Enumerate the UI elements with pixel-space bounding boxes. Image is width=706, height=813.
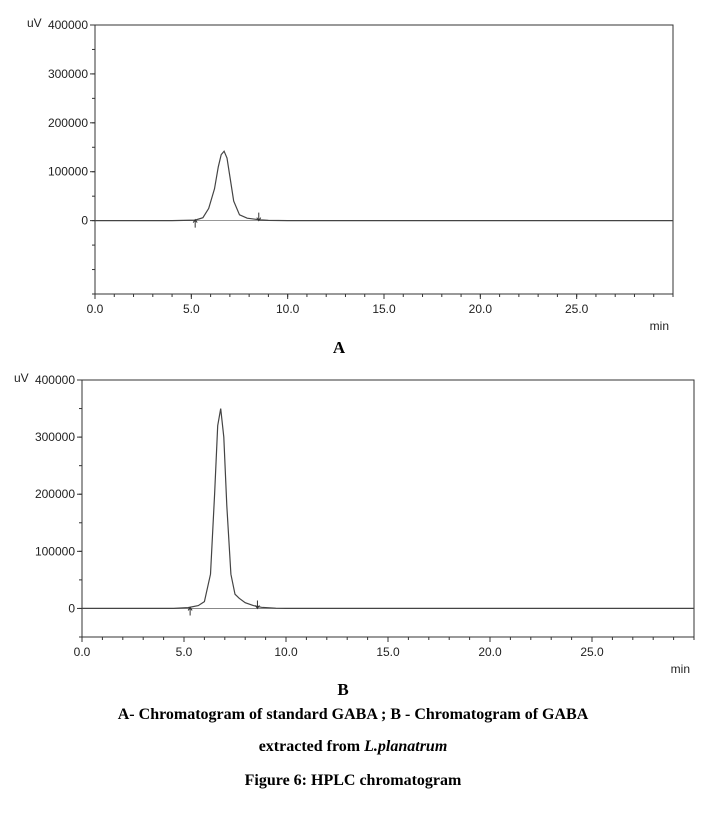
y-tick-label: 400000 (48, 18, 88, 32)
y-unit-label: uV (14, 371, 29, 385)
chromatogram-b: 400000 300000 200000 100000 0 0.0 5.0 10.0 15.0 2… (14, 371, 695, 699)
y-tick-label: 0 (68, 601, 75, 615)
figure-title: Figure 6: HPLC chromatogram (0, 772, 706, 790)
y-tick-label: 300000 (35, 430, 75, 444)
peak-end-marker (256, 212, 262, 222)
plot-frame (81, 379, 695, 638)
caption-line-1: A- Chromatogram of standard GABA ; B - C… (117, 706, 589, 723)
x-tick-label: 10.0 (276, 302, 300, 316)
x-tick-label: 15.0 (372, 302, 396, 316)
y-tick-label: 100000 (48, 165, 88, 179)
y-tick-label: 200000 (35, 487, 75, 501)
x-tick-label: 0.0 (74, 645, 91, 659)
y-unit-label: uV (27, 16, 42, 30)
y-tick-label: 100000 (35, 544, 75, 558)
panel-label: A (333, 338, 346, 355)
y-tick-label: 0 (81, 214, 88, 228)
chromatogram-trace (95, 150, 673, 222)
y-tick-label: 200000 (48, 116, 88, 130)
x-tick-label: 5.0 (183, 302, 200, 316)
x-tick-label: 0.0 (87, 302, 104, 316)
peak-end-marker (255, 600, 260, 610)
x-tick-label: 20.0 (469, 302, 493, 316)
x-unit-label: min (650, 319, 669, 333)
chromatogram-trace (82, 408, 694, 609)
y-tick-label: 400000 (35, 373, 75, 387)
caption-figure-title: Figure 6: HPLC chromatogram (244, 772, 462, 789)
figure-caption-2: extracted from L.planatrum (0, 738, 706, 756)
x-tick-label: 25.0 (580, 645, 604, 659)
x-tick-label: 5.0 (176, 645, 193, 659)
panel-label: B (337, 680, 348, 699)
caption-species: L.planatrum (364, 738, 448, 755)
x-tick-label: 25.0 (565, 302, 589, 316)
y-tick-label: 300000 (48, 67, 88, 81)
caption-line-2-prefix: extracted from (258, 738, 365, 755)
x-unit-label: min (671, 662, 690, 676)
chromatogram-a: 400000 300000 200000 100000 0 0.0 5.0 10.0 15.0 2… (27, 16, 674, 355)
figure-caption: A- Chromatogram of standard GABA ; B - C… (0, 706, 706, 724)
peak-start-marker (192, 218, 198, 228)
x-tick-label: 20.0 (478, 645, 502, 659)
x-tick-label: 10.0 (274, 645, 298, 659)
plot-frame (94, 24, 674, 295)
x-tick-label: 15.0 (376, 645, 400, 659)
peak-start-marker (187, 606, 193, 616)
